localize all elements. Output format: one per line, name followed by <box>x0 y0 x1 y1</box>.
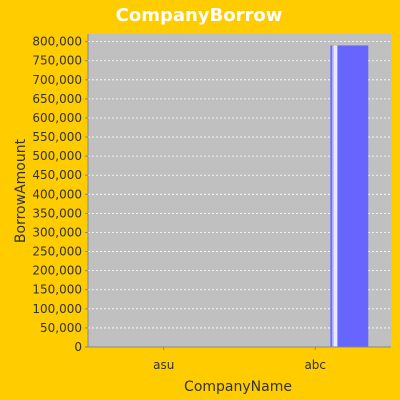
y-tick-label: 0 <box>74 340 82 354</box>
y-tick-label: 450,000 <box>32 168 82 182</box>
y-tick-label: 100,000 <box>32 302 82 316</box>
y-tick-label: 400,000 <box>32 187 82 201</box>
y-tick-label: 150,000 <box>32 283 82 297</box>
y-tick-label: 200,000 <box>32 264 82 278</box>
chart-title: CompanyBorrow <box>116 5 283 26</box>
y-tick-label: 750,000 <box>32 54 82 68</box>
y-tick-label: 700,000 <box>32 73 82 87</box>
y-axis-ticks: 0 50,000 100,000 150,000 200,000 250,000 300,0… <box>32 35 88 354</box>
y-tick-label: 600,000 <box>32 111 82 125</box>
x-axis-label: CompanyName <box>184 379 292 395</box>
y-tick-label: 650,000 <box>32 92 82 106</box>
y-tick-label: 50,000 <box>40 321 82 335</box>
x-tick-label: abc <box>304 358 326 372</box>
y-tick-label: 800,000 <box>32 35 82 49</box>
bar <box>330 45 369 347</box>
x-axis-ticks: asu abc <box>153 347 326 372</box>
bars <box>330 45 369 347</box>
x-tick-label: asu <box>153 358 174 372</box>
y-tick-label: 500,000 <box>32 149 82 163</box>
y-tick-label: 350,000 <box>32 206 82 220</box>
y-tick-label: 250,000 <box>32 245 82 259</box>
y-axis-label: BorrowAmount <box>13 138 29 243</box>
y-tick-label: 550,000 <box>32 130 82 144</box>
y-tick-label: 300,000 <box>32 225 82 239</box>
